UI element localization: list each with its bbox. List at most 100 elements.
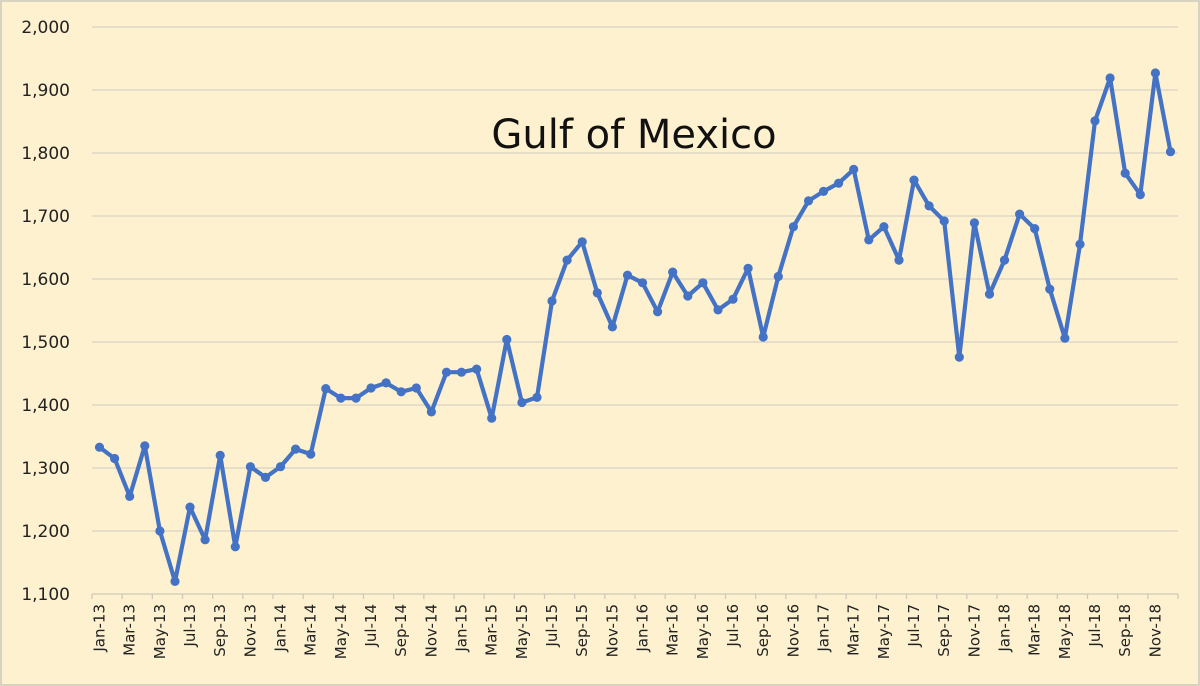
data-point [1135,190,1145,200]
data-point [517,397,527,408]
y-tick-label: 1,600 [21,270,70,290]
data-point [969,218,980,228]
data-point [1075,239,1085,249]
x-tick-label: Mar-13 [121,604,139,656]
x-tick-label: Nov-17 [965,604,983,657]
x-tick-label: Sep-18 [1116,604,1134,657]
x-tick-label: May-13 [151,604,169,659]
y-tick-label: 1,300 [21,459,70,479]
x-tick-label: Sep-16 [754,604,772,657]
data-point [472,364,482,374]
x-tick-label: Mar-18 [1026,604,1044,656]
x-tick-label: Sep-15 [573,604,591,657]
data-point [803,196,814,206]
data-point [849,164,859,174]
data-point [351,393,361,403]
y-tick-label: 1,100 [21,585,70,605]
chart-title: Gulf of Mexico [491,112,776,158]
data-point [562,255,572,265]
x-tick-label: Jul-18 [1086,604,1104,648]
data-point [592,288,602,298]
data-point [743,263,753,273]
data-point [653,307,663,317]
x-tick-label: Sep-13 [211,604,229,657]
data-point [1150,68,1160,78]
x-tick-label: Mar-16 [664,604,682,656]
x-tick-label: Jul-14 [362,604,380,648]
data-point [487,413,497,423]
data-point [291,444,301,454]
x-tick-label: Jul-17 [905,604,923,648]
x-tick-label: May-15 [513,604,531,659]
data-point [1165,147,1176,157]
data-point [185,502,195,512]
x-tick-label: Jan-16 [634,604,652,653]
data-point [622,270,633,280]
data-series [94,68,1176,587]
data-point [366,383,376,393]
data-point [577,237,587,247]
data-point [215,450,225,460]
x-tick-label: Mar-14 [302,604,320,656]
data-point [140,441,150,451]
data-point [1015,209,1025,219]
x-tick-label: May-17 [875,604,893,659]
data-point [698,278,708,288]
data-point [275,462,286,472]
y-tick-label: 1,800 [21,144,70,164]
x-tick-label: Jan-13 [91,604,109,653]
data-point [924,201,934,211]
data-point [1105,73,1115,83]
data-point [1045,284,1055,294]
x-tick-label: Jan-17 [815,604,833,653]
y-tick-label: 1,700 [21,207,70,227]
data-point [834,178,844,188]
data-point [110,453,120,464]
data-point [1120,168,1130,178]
x-tick-label: May-14 [332,604,350,659]
data-point [894,255,904,265]
data-point [306,449,316,459]
x-tick-label: Mar-17 [845,604,863,656]
data-point [788,222,799,232]
x-tick-label: Jan-18 [996,604,1014,653]
data-point [758,332,768,342]
data-point [155,526,165,536]
data-point [336,393,346,403]
x-tick-label: Nov-15 [603,604,621,657]
x-tick-label: Jul-13 [181,604,199,648]
data-point [230,542,240,552]
data-point [668,267,678,277]
data-point [773,271,783,282]
data-point [411,383,421,393]
data-point [426,407,436,417]
data-point [637,278,648,288]
x-tick-label: Nov-14 [422,604,440,657]
x-tick-label: Nov-18 [1146,604,1164,657]
data-point [909,175,919,185]
data-point [954,352,964,362]
y-tick-label: 1,200 [21,522,70,542]
data-point [984,289,995,299]
x-tick-label: Nov-13 [241,604,259,657]
x-tick-label: Nov-16 [784,604,802,657]
data-point [245,462,255,472]
data-point [200,535,210,545]
data-point [125,491,135,501]
x-tick-label: Jul-16 [724,604,742,648]
data-point [864,235,874,245]
data-point [456,367,467,377]
data-point [321,384,331,394]
data-point [713,305,723,315]
y-axis: 1,100 1,200 1,300 1,400 1,500 1,600 1,700 1,800… [21,18,70,605]
y-tick-label: 1,900 [21,81,70,101]
x-tick-label: Mar-15 [483,604,501,656]
data-point [999,255,1010,265]
y-tick-label: 1,400 [21,396,70,416]
data-point [728,294,738,304]
y-tick-label: 1,500 [21,333,70,353]
data-point [879,222,889,232]
data-point [532,392,542,402]
